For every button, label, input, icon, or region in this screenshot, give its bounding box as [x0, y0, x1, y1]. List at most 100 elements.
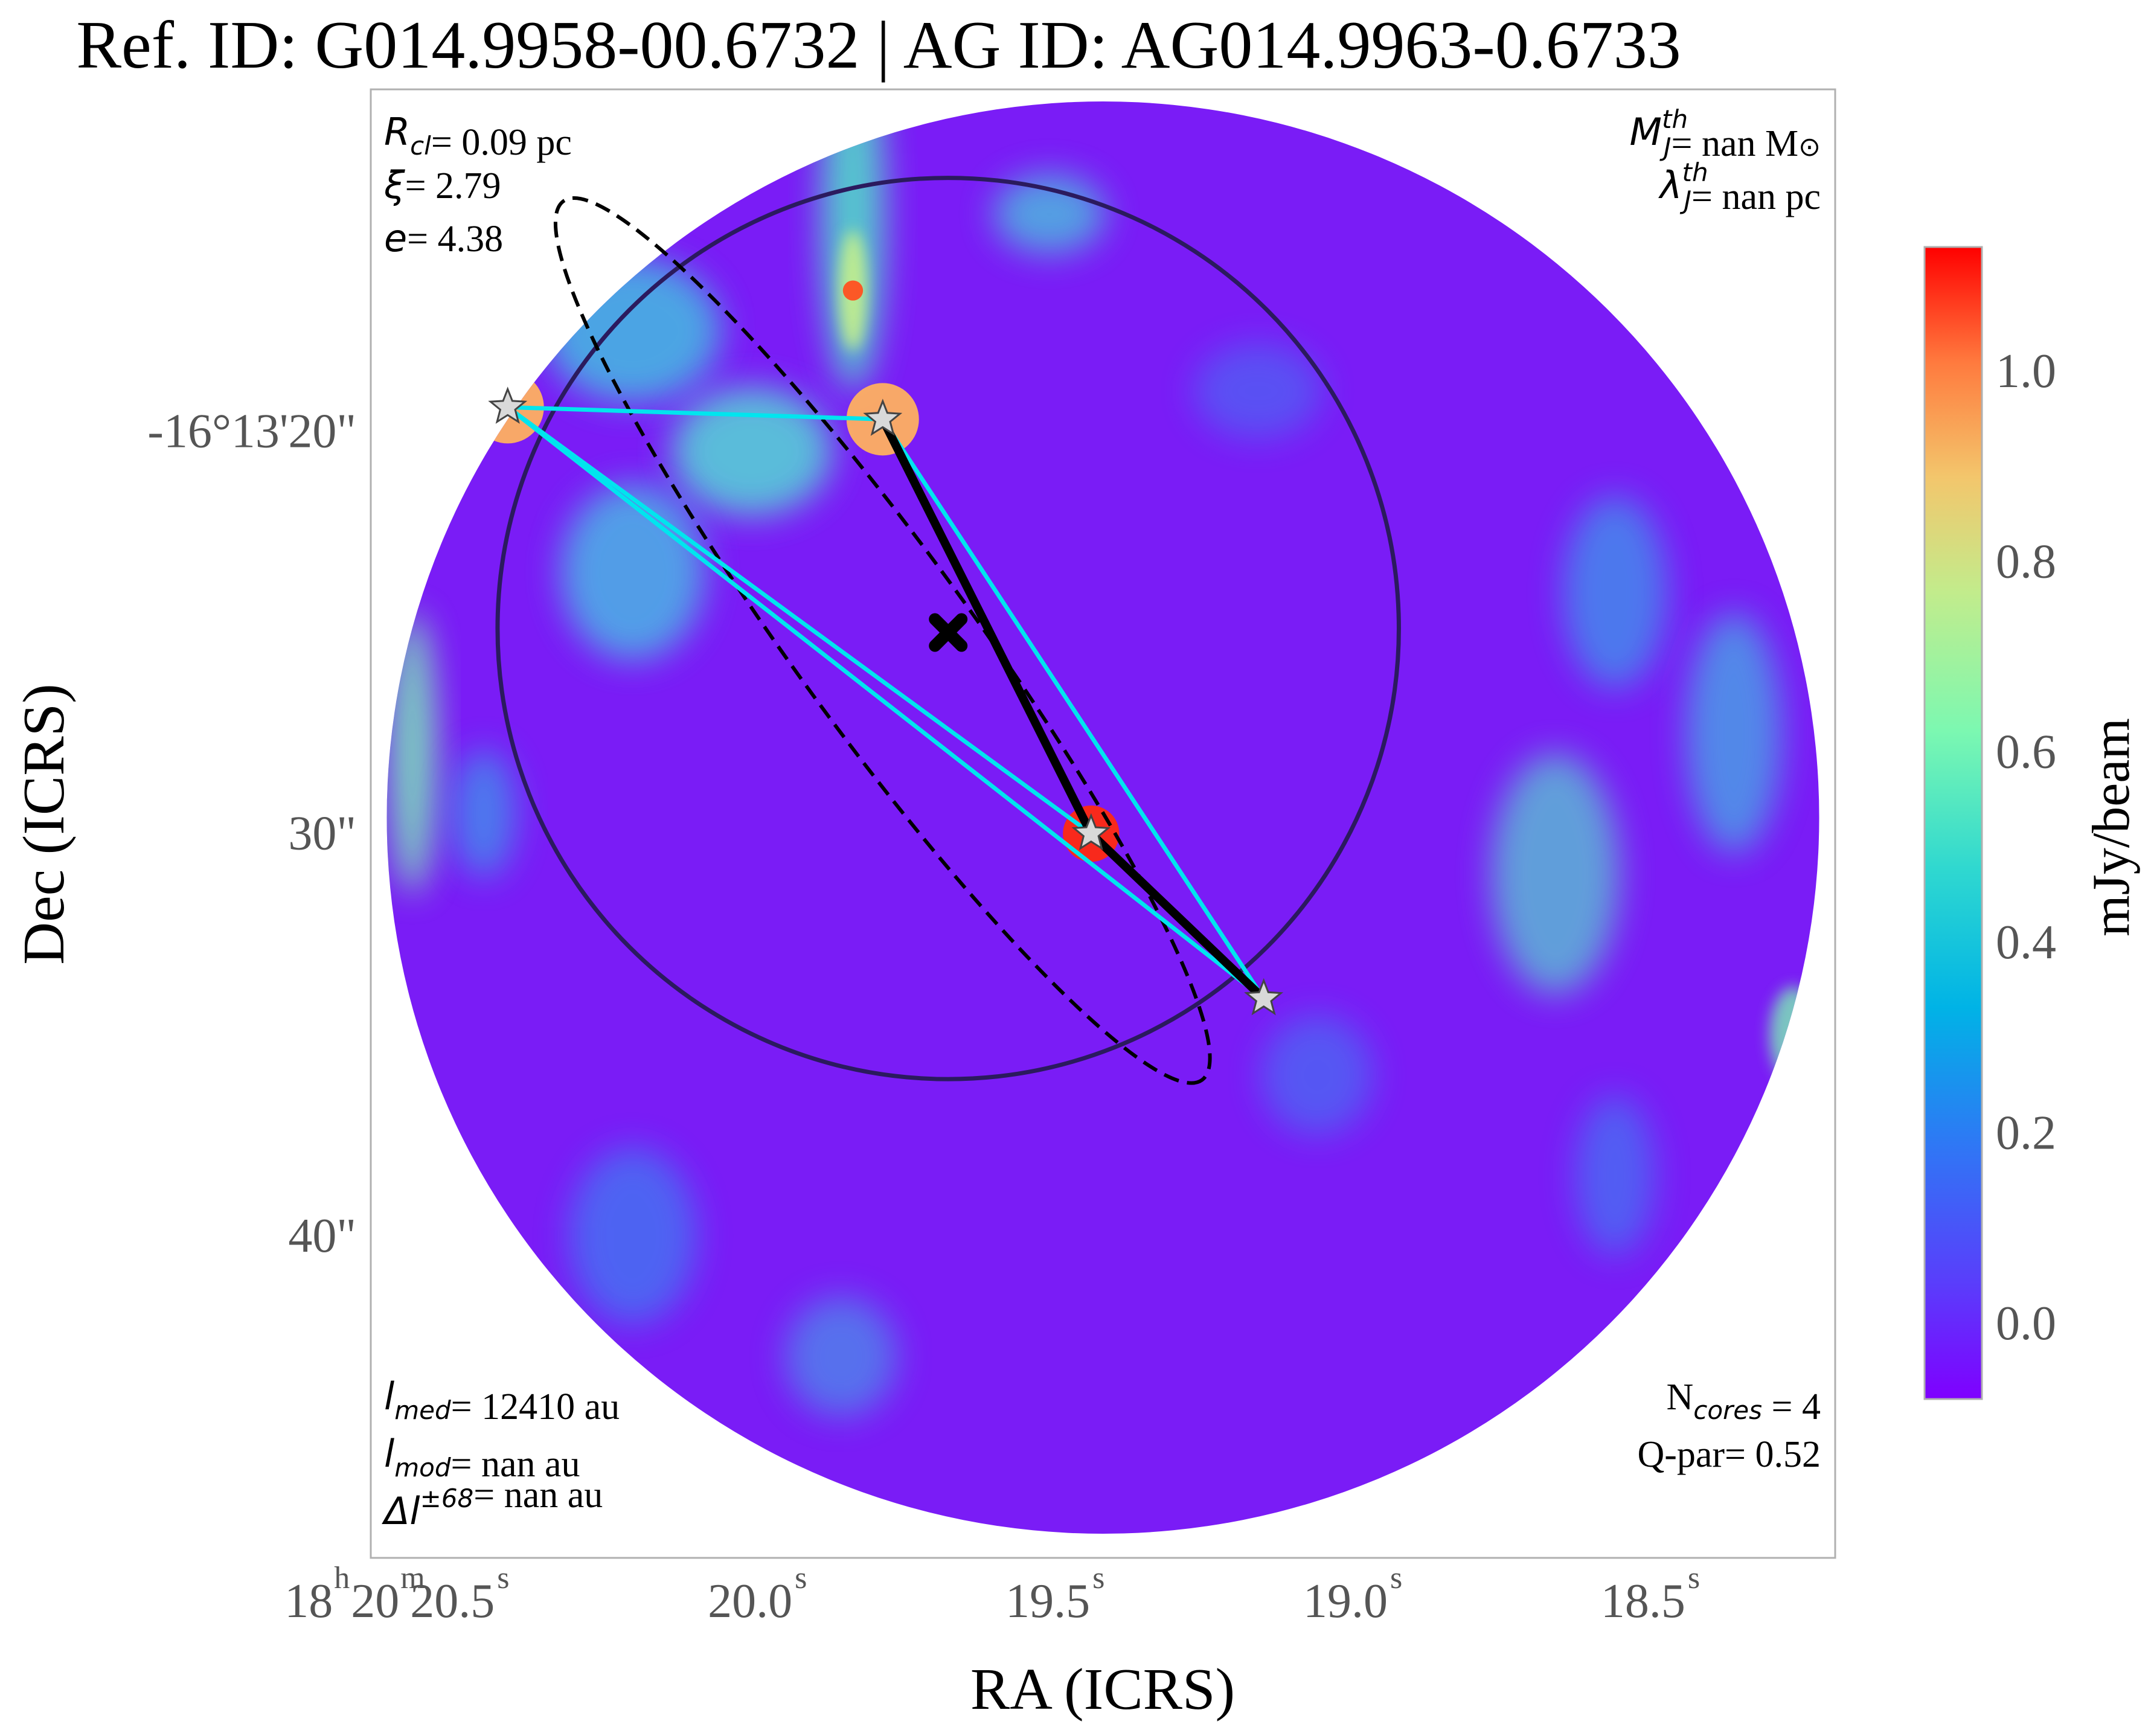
- annotation-line: e= 4.38: [384, 216, 503, 260]
- x-tick-text: 18.5: [1601, 1575, 1685, 1628]
- annotation-symbol: l: [384, 1432, 394, 1476]
- x-tick-label: 18.5 s: [1601, 1561, 1700, 1628]
- x-tick-sup: s: [795, 1561, 807, 1595]
- annotation-value: = 2.79: [405, 165, 501, 207]
- clump-ellipse: [553, 196, 1212, 1085]
- annotation-value: = 0.52: [1725, 1434, 1821, 1475]
- x-tick-text: 18: [284, 1575, 333, 1628]
- x-tick-labels: 18 h 20 m20.5 s 20.0 s 19.5 s 19.0 s 18.5 s: [284, 1561, 1700, 1628]
- y-axis-label: Dec (ICRS): [11, 684, 77, 964]
- annotation-value: = 0.09 pc: [431, 122, 572, 163]
- colorbar-gradient: [1923, 246, 1983, 1400]
- annotation-sub: cores: [1693, 1395, 1762, 1425]
- annotation-sup: ±68: [420, 1484, 474, 1513]
- annotation-value: = 4.38: [407, 219, 503, 260]
- hull-edge: [506, 405, 1092, 836]
- colorbar-tick-label: 0.6: [1996, 726, 2056, 779]
- annotation-sub: cl: [410, 131, 431, 161]
- emission-blob: [1193, 342, 1322, 440]
- hull-edge: [880, 418, 1266, 1000]
- hull-edge: [507, 405, 883, 421]
- x-tick-label: 18 h 20 m20.5 s: [284, 1561, 509, 1628]
- annotation-symbol: e: [384, 216, 407, 260]
- annotation-prefix: Q-par: [1637, 1434, 1725, 1475]
- x-tick-text: 19.0: [1303, 1575, 1388, 1628]
- annotation-symbol: R: [384, 110, 410, 154]
- annotation-symbol: λ: [1658, 163, 1682, 207]
- plot-frame: [370, 88, 1836, 1559]
- x-axis-label: RA (ICRS): [970, 1657, 1235, 1722]
- annotation-tail: ⊙: [1798, 132, 1821, 162]
- annotation-value: = 12410 au: [451, 1386, 620, 1427]
- colorbar-tick-label: 0.4: [1996, 916, 2056, 969]
- annotation-line: ξ= 2.79: [383, 163, 501, 207]
- core-star: [488, 386, 528, 424]
- x-tick-label: 20.0 s: [708, 1561, 807, 1628]
- clump-circle: [495, 176, 1401, 1081]
- emission-blob: [1562, 495, 1667, 689]
- overlays: [488, 176, 1401, 1085]
- colorbar-ticks: 0.0 0.2 0.4 0.6 0.8 1.0: [1996, 345, 2056, 1350]
- emission-blob: [560, 483, 705, 661]
- annotation-symbol: M: [1630, 110, 1662, 154]
- colorbar-tick-label: 1.0: [1996, 345, 2056, 398]
- annotation-symbol: Δl: [382, 1489, 420, 1533]
- annotation-value: = nan pc: [1691, 176, 1821, 217]
- emission-blob: [1261, 1014, 1374, 1136]
- emission-blob: [1491, 753, 1620, 995]
- x-tick-label: 19.0 s: [1303, 1561, 1402, 1628]
- emission-blob: [993, 173, 1106, 255]
- x-tick-text: 20.5: [410, 1575, 495, 1628]
- core-star: [863, 399, 903, 436]
- annotation-value: = nan au: [473, 1475, 603, 1516]
- emission-blob: [568, 1147, 697, 1325]
- annotation-prefix: N: [1666, 1377, 1693, 1418]
- x-tick-text: 19.5: [1005, 1575, 1090, 1628]
- annotation-line: Q-par= 0.52: [1637, 1434, 1821, 1475]
- emission-blob: [784, 1296, 898, 1417]
- annotation-sub: mod: [394, 1453, 451, 1482]
- colorbar-tick-label: 0.2: [1996, 1106, 2056, 1159]
- annotation-sub: med: [394, 1395, 451, 1425]
- x-tick-sup: m: [400, 1561, 425, 1595]
- annotation-symbol: ξ: [383, 163, 405, 207]
- x-tick-sup: s: [497, 1561, 509, 1595]
- annotation-line: λth J= nan pc: [1658, 158, 1821, 217]
- emission-blob: [1574, 1095, 1655, 1257]
- y-tick-label: 30": [288, 807, 356, 860]
- colorbar-tick-label: 0.0: [1996, 1297, 2056, 1350]
- emission-blob: [1685, 612, 1783, 854]
- x-tick-label: 19.5 s: [1005, 1561, 1104, 1628]
- mst-edge: [1086, 829, 1268, 1003]
- emission-blob: [1769, 986, 1818, 1083]
- core-star: [1071, 813, 1111, 851]
- annotation-line: Ncores = 4: [1666, 1377, 1821, 1427]
- colorbar: 0.0 0.2 0.4 0.6 0.8 1.0 mJy/beam: [1923, 246, 2141, 1400]
- annotation-sup: th: [1682, 158, 1708, 187]
- colorbar-label: mJy/beam: [2082, 718, 2141, 937]
- bright-spot: [842, 280, 864, 301]
- mst-edge: [878, 415, 1095, 838]
- emission-blob: [451, 749, 516, 878]
- annotation-sup: th: [1662, 104, 1688, 134]
- chart-title: Ref. ID: G014.9958-00.6732 | AG ID: AG01…: [76, 8, 1681, 83]
- annotation-line: lmed= 12410 au: [384, 1374, 620, 1427]
- y-tick-label: 40": [288, 1209, 356, 1263]
- x-tick-sup: s: [1688, 1561, 1700, 1595]
- annotation-line: lmod= nan au: [384, 1432, 580, 1485]
- core-star: [1244, 978, 1284, 1016]
- emission-structures: [388, 101, 1818, 1417]
- annotation-value: = 4: [1762, 1386, 1821, 1427]
- emission-map: [386, 101, 1819, 1534]
- x-tick-sup: s: [1092, 1561, 1104, 1595]
- x-tick-text: 20: [351, 1575, 399, 1628]
- hull-edge: [506, 405, 1265, 1001]
- emission-blob: [671, 387, 833, 516]
- annotation-line: Rcl= 0.09 pc: [384, 110, 572, 163]
- x-tick-sup: h: [334, 1561, 350, 1595]
- x-tick-sup: s: [1390, 1561, 1402, 1595]
- emission-blob: [388, 612, 437, 894]
- colorbar-tick-label: 0.8: [1996, 535, 2056, 588]
- y-tick-labels: -16°13'20" 30" 40": [147, 405, 356, 1263]
